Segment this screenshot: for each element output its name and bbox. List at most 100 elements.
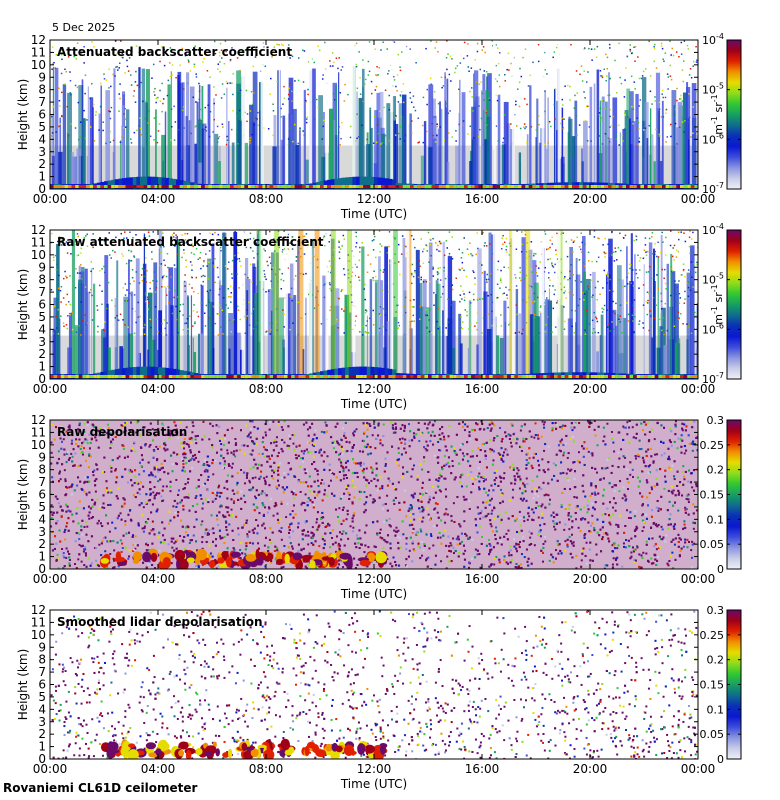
speckle [476,322,478,324]
speckle [397,132,400,135]
speckle [638,77,641,80]
speckle [252,237,255,240]
speckle [631,105,633,108]
speckle [197,315,200,318]
speckle [83,109,85,112]
speckle [661,268,664,271]
speckle [263,270,265,272]
speckle [204,325,207,327]
speckle [364,298,366,301]
surface-return [453,375,458,378]
speckle [429,77,432,80]
speckle [678,317,680,319]
boundary-layer [348,367,353,379]
speckle [575,115,578,117]
speckle [238,287,240,289]
speckle [175,76,177,79]
speckle [582,291,584,294]
backscatter-column [612,97,618,189]
speckle [586,140,589,142]
speckle [207,104,209,106]
speckle [86,322,89,325]
speckle [344,83,346,86]
surface-return [665,375,670,378]
speckle [209,110,212,113]
speckle [152,63,155,66]
speckle [190,244,193,247]
date-label: 5 Dec 2025 [52,21,116,34]
surface-return [572,185,577,188]
speckle [451,236,453,238]
speckle [442,85,445,87]
backscatter-column [619,132,621,189]
speckle [194,322,196,325]
speckle [177,129,180,131]
speckle [157,130,160,132]
boundary-layer [179,370,184,379]
speckle [430,83,432,86]
speckle [680,98,682,100]
speckle [506,297,509,300]
backscatter-column [486,328,492,379]
depol-base [50,420,698,569]
speckle [369,317,371,320]
speckle [548,121,551,123]
speckle [265,291,267,293]
speckle [341,308,343,310]
speckle [83,46,85,48]
speckle [638,105,640,107]
speckle [570,43,572,46]
surface-return [424,375,429,378]
speckle [177,333,179,336]
speckle [687,326,690,328]
surface-return [503,185,508,188]
speckle [624,128,626,130]
speckle [116,319,119,321]
speckle [485,71,488,73]
backscatter-column [323,112,325,189]
speckle [349,125,352,128]
speckle [51,132,54,134]
speckle [468,291,471,294]
speckle [572,294,574,296]
speckle [485,111,487,113]
speckle [291,100,293,102]
surface-return [186,375,191,378]
surface-return [410,375,415,378]
surface-return [197,375,202,378]
speckle [282,44,284,47]
speckle [601,75,604,77]
speckle [287,44,290,46]
y-tick-label: 9 [38,260,46,274]
backscatter-column [282,115,287,189]
heatmap-field [50,40,698,189]
speckle [586,105,588,107]
surface-return [604,375,609,378]
speckle [662,58,664,61]
speckle [335,318,338,321]
speckle [619,315,621,317]
speckle [177,332,179,334]
surface-return [536,375,541,378]
surface-return [557,185,562,188]
speckle [388,70,390,72]
speckle [523,123,526,125]
speckle [491,40,494,42]
speckle [439,250,441,253]
surface-return [374,375,379,378]
surface-return [366,375,371,378]
speckle [144,117,147,120]
surface-return [428,185,433,188]
speckle [86,233,89,236]
backscatter-column [59,117,62,189]
speckle [601,76,604,79]
speckle [537,60,540,63]
speckle [515,100,517,103]
speckle [62,277,65,280]
speckle [384,314,387,316]
surface-return [392,375,397,378]
speckle [107,281,110,284]
speckle [297,79,300,82]
speckle [208,261,210,263]
speckle [549,285,551,287]
